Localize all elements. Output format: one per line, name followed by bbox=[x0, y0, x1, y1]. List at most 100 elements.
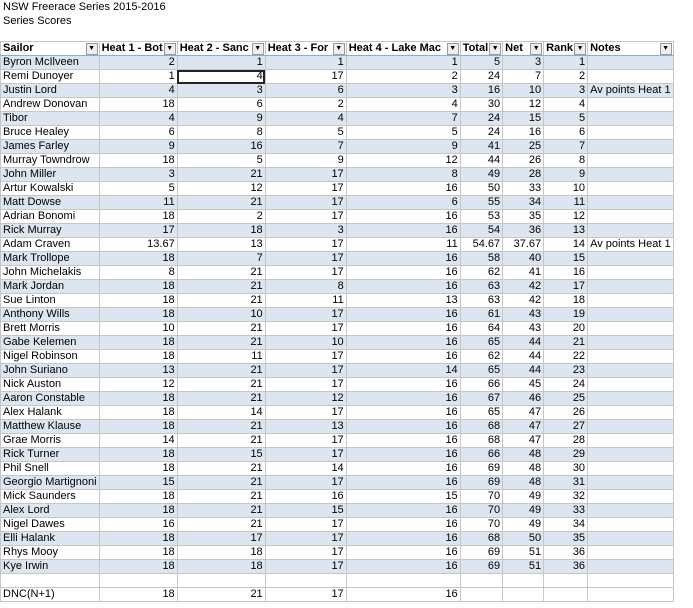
cell: 29 bbox=[543, 447, 589, 462]
cell: 17 bbox=[264, 559, 347, 574]
cell: 15 bbox=[98, 475, 178, 490]
data-row: John Michelakis 8 21 17 16 62 41 16 bbox=[0, 265, 674, 280]
cell: 2 bbox=[176, 209, 266, 224]
cell: 17 bbox=[264, 321, 347, 336]
data-row: John Suriano 13 21 17 14 65 44 23 bbox=[0, 363, 674, 378]
cell bbox=[0, 573, 100, 588]
cell: 44 bbox=[502, 349, 545, 364]
cell: Matt Dowse bbox=[0, 195, 100, 210]
cell: 25 bbox=[502, 139, 545, 154]
cell: 32 bbox=[543, 489, 589, 504]
cell: 63 bbox=[459, 279, 504, 294]
cell: 54.67 bbox=[459, 237, 504, 252]
filter-button[interactable]: ▼ bbox=[163, 43, 176, 55]
cell bbox=[587, 307, 674, 322]
cell bbox=[587, 503, 674, 518]
filter-button[interactable]: ▼ bbox=[85, 43, 98, 55]
cell: 12 bbox=[98, 377, 178, 392]
cell: 19 bbox=[543, 307, 589, 322]
cell: Artur Kowalski bbox=[0, 181, 100, 196]
cell: 51 bbox=[502, 559, 545, 574]
cell: 18 bbox=[98, 349, 178, 364]
cell: 6 bbox=[98, 125, 178, 140]
filter-button[interactable]: ▼ bbox=[659, 43, 672, 55]
cell: 35 bbox=[543, 531, 589, 546]
cell: 24 bbox=[459, 125, 504, 140]
data-row: Mick Saunders 18 21 16 15 70 49 32 bbox=[0, 489, 674, 504]
cell: 16 bbox=[176, 139, 266, 154]
cell: 21 bbox=[176, 489, 266, 504]
cell: 5 bbox=[264, 125, 347, 140]
cell: 11 bbox=[176, 349, 266, 364]
sheet-subtitle: Series Scores bbox=[3, 15, 72, 27]
cell: 4 bbox=[98, 83, 178, 98]
cell: 37.67 bbox=[502, 237, 545, 252]
cell: 45 bbox=[502, 377, 545, 392]
data-row: Adrian Bonomi 18 2 17 16 53 35 12 bbox=[0, 209, 674, 224]
cell: 15 bbox=[264, 503, 347, 518]
cell: 12 bbox=[543, 209, 589, 224]
cell: 24 bbox=[459, 69, 504, 84]
filter-button[interactable]: ▼ bbox=[251, 43, 264, 55]
cell: 55 bbox=[459, 195, 504, 210]
cell: Murray Towndrow bbox=[0, 153, 100, 168]
cell: 16 bbox=[345, 461, 461, 476]
filter-button[interactable]: ▼ bbox=[446, 43, 459, 55]
cell: 21 bbox=[176, 475, 266, 490]
filter-button[interactable]: ▼ bbox=[574, 43, 587, 55]
cell: 15 bbox=[543, 251, 589, 266]
cell: 3 bbox=[345, 83, 461, 98]
cell: 18 bbox=[98, 153, 178, 168]
cell: Nick Auston bbox=[0, 377, 100, 392]
cell: 21 bbox=[176, 265, 266, 280]
cell: 16 bbox=[345, 251, 461, 266]
cell: 16 bbox=[345, 405, 461, 420]
cell: 17 bbox=[264, 349, 347, 364]
cell: 31 bbox=[543, 475, 589, 490]
cell: 12 bbox=[345, 153, 461, 168]
column-header: Net ▼ bbox=[502, 41, 545, 56]
cell: 20 bbox=[543, 321, 589, 336]
cell: Rick Murray bbox=[0, 223, 100, 238]
data-row: Tibor 4 9 4 7 24 15 5 bbox=[0, 111, 674, 126]
cell: 41 bbox=[502, 265, 545, 280]
cell: 24 bbox=[543, 377, 589, 392]
cell bbox=[587, 195, 674, 210]
data-row: Rick Turner 18 15 17 16 66 48 29 bbox=[0, 447, 674, 462]
filter-button[interactable]: ▼ bbox=[489, 43, 502, 55]
blank-row bbox=[0, 573, 674, 588]
cell: John Michelakis bbox=[0, 265, 100, 280]
cell: 9 bbox=[176, 111, 266, 126]
cell: 18 bbox=[176, 545, 266, 560]
cell bbox=[587, 335, 674, 350]
cell: 17 bbox=[264, 195, 347, 210]
cell: 16 bbox=[543, 265, 589, 280]
cell: 8 bbox=[345, 167, 461, 182]
cell: Andrew Donovan bbox=[0, 97, 100, 112]
cell: 17 bbox=[264, 475, 347, 490]
cell: Brett Morris bbox=[0, 321, 100, 336]
cell bbox=[587, 209, 674, 224]
cell: 21 bbox=[176, 279, 266, 294]
cell bbox=[587, 251, 674, 266]
cell: 34 bbox=[543, 517, 589, 532]
filter-button[interactable]: ▼ bbox=[332, 43, 345, 55]
cell: 16 bbox=[502, 125, 545, 140]
cell: 21 bbox=[176, 195, 266, 210]
cell bbox=[502, 587, 545, 602]
header-text: Net bbox=[505, 42, 523, 55]
header-text: Total bbox=[462, 42, 489, 55]
cell: 50 bbox=[502, 531, 545, 546]
cell: 17 bbox=[264, 251, 347, 266]
cell: 16 bbox=[345, 587, 461, 602]
cell: Mark Trollope bbox=[0, 251, 100, 266]
cell: 4 bbox=[543, 97, 589, 112]
data-row: Artur Kowalski 5 12 17 16 50 33 10 bbox=[0, 181, 674, 196]
cell: 16 bbox=[98, 517, 178, 532]
cell: 17 bbox=[264, 181, 347, 196]
cell bbox=[345, 573, 461, 588]
filter-button[interactable]: ▼ bbox=[530, 43, 543, 55]
cell: 17 bbox=[543, 279, 589, 294]
cell: 7 bbox=[345, 111, 461, 126]
cell: 42 bbox=[502, 293, 545, 308]
